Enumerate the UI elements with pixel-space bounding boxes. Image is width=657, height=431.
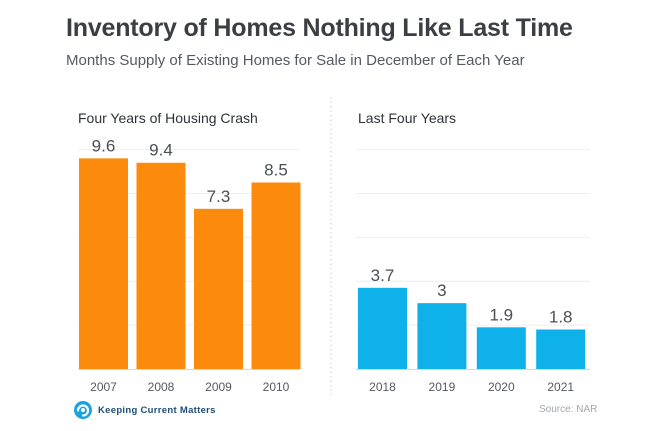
chart-title: Inventory of Homes Nothing Like Last Tim…: [66, 14, 573, 42]
panel-title: Last Four Years: [358, 110, 456, 126]
x-tick-label: 2008: [148, 380, 175, 394]
bar: [358, 287, 407, 369]
data-label: 3: [437, 281, 446, 300]
x-tick-label: 2021: [547, 380, 574, 394]
bar: [194, 208, 243, 369]
data-label: 9.4: [149, 141, 173, 160]
data-label: 1.9: [489, 305, 513, 324]
bar: [136, 162, 186, 369]
source-note: Source: NAR: [539, 404, 598, 415]
data-label: 7.3: [207, 187, 231, 206]
x-tick-label: 2018: [369, 380, 396, 394]
bar: [417, 303, 467, 369]
data-label: 3.7: [371, 266, 395, 285]
x-tick-label: 2019: [429, 380, 456, 394]
x-tick-label: 2009: [205, 380, 232, 394]
x-tick-label: 2020: [488, 380, 515, 394]
chart-subtitle: Months Supply of Existing Homes for Sale…: [66, 52, 525, 69]
kcm-logo-icon: [74, 401, 92, 419]
panel-title: Four Years of Housing Crash: [78, 110, 258, 126]
bar: [536, 329, 586, 369]
x-tick-label: 2010: [263, 380, 290, 394]
x-tick-label: 2007: [90, 380, 117, 394]
bar: [476, 327, 526, 369]
data-label: 1.8: [549, 308, 573, 327]
bar: [251, 182, 301, 369]
bar: [79, 158, 128, 369]
data-label: 9.6: [92, 136, 116, 155]
logo-text: Keeping Current Matters: [98, 404, 216, 416]
data-label: 8.5: [264, 160, 288, 179]
brand-logo: Keeping Current Matters: [73, 400, 216, 420]
